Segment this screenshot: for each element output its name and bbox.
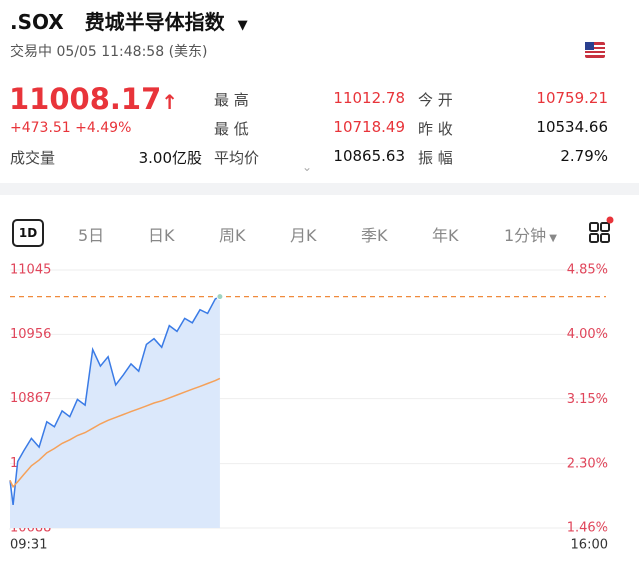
x-tick-label: 16:00: [571, 538, 608, 553]
stat-label: 最 高: [214, 91, 249, 109]
tab[interactable]: 5日: [78, 226, 105, 245]
stat-label: 平均价: [214, 149, 260, 167]
symbol: .SOX: [10, 10, 64, 34]
change: +473.51 +4.49%: [10, 120, 132, 136]
y2-tick-label: 3.15%: [567, 392, 608, 407]
stat-value: 10865.63: [333, 147, 405, 165]
y-tick-label: 10956: [10, 327, 51, 342]
stat-label: 振 幅: [418, 149, 453, 167]
stat-label: 最 低: [214, 120, 249, 138]
up-arrow: ↑: [161, 90, 179, 114]
y2-tick-label: 4.85%: [567, 263, 608, 278]
y-tick-label: 11045: [10, 263, 51, 278]
y-tick-label: 10867: [10, 391, 51, 406]
status: 交易中 05/05 11:48:58 (美东): [10, 44, 208, 60]
tab[interactable]: 季K: [361, 226, 388, 245]
price-row: 11008.17↑: [9, 82, 178, 116]
price-line: [9, 295, 221, 505]
title-row[interactable]: .SOX 费城半导体指数 ▼: [10, 6, 248, 35]
y2-tick-label: 2.30%: [567, 457, 608, 472]
y2-tick-label: 1.46%: [567, 521, 608, 536]
stat-value: 2.79%: [560, 147, 608, 165]
x-tick-label: 09:31: [10, 538, 47, 553]
stat-value: 10759.21: [536, 89, 608, 107]
intraday-chart: 10688107771086710956110451.46%2.30%3.15%…: [9, 263, 608, 553]
tab[interactable]: 周K: [219, 226, 246, 245]
stat-value: 10718.49: [333, 118, 405, 136]
last-point: [216, 293, 224, 301]
tab-label: 1分钟: [504, 226, 547, 245]
volume-label: 成交量: [10, 149, 56, 167]
price: 11008.17: [9, 82, 162, 116]
stat-value: 11012.78: [333, 89, 405, 107]
tab[interactable]: 年K: [432, 226, 459, 245]
stat-label: 今 开: [418, 91, 453, 109]
average-line: [9, 377, 221, 489]
volume: 3.00亿股: [138, 149, 202, 167]
tab[interactable]: 1D: [12, 219, 44, 247]
expand-chevron[interactable]: ⌄: [302, 160, 313, 174]
separator: [0, 183, 639, 195]
tab[interactable]: 日K: [148, 226, 175, 245]
tab[interactable]: 1分钟 ▼: [504, 226, 557, 245]
us-flag: [585, 42, 605, 58]
stat-label: 昨 收: [418, 120, 453, 138]
tab[interactable]: 月K: [290, 226, 317, 245]
price-area: [10, 296, 220, 528]
layout-icon[interactable]: [588, 216, 614, 244]
y2-tick-label: 4.00%: [567, 327, 608, 342]
index-name: 费城半导体指数: [84, 10, 225, 34]
dropdown-icon: ▼: [237, 18, 248, 33]
stat-value: 10534.66: [536, 118, 608, 136]
